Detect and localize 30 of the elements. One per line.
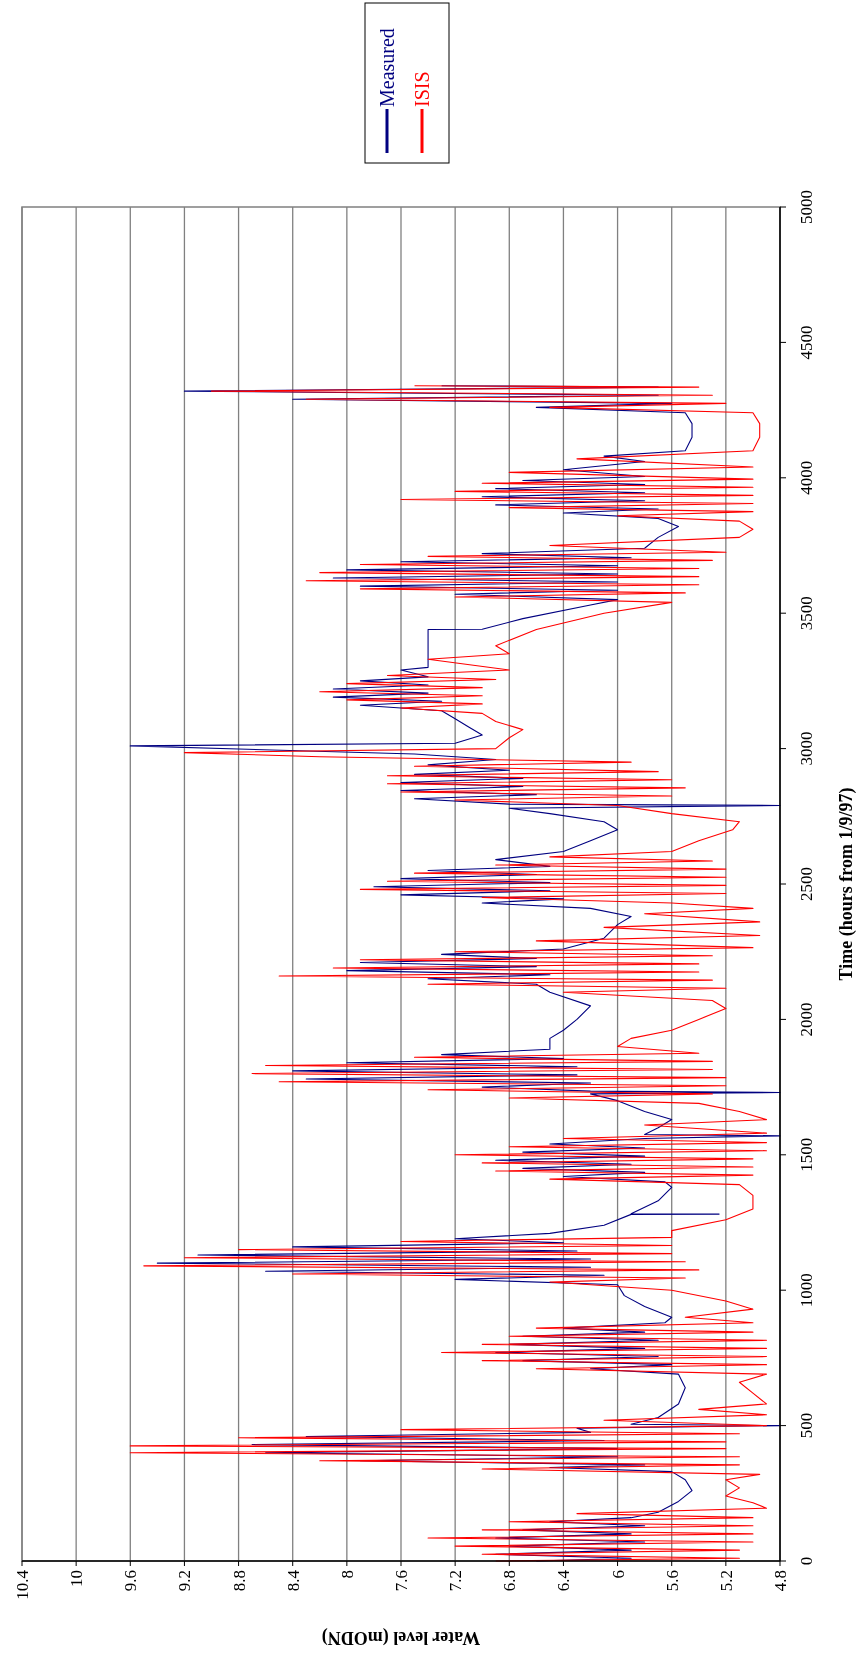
x-tick-label: 6 xyxy=(608,1570,628,1579)
x-tick-label: 6.8 xyxy=(500,1570,520,1592)
y-tick-label: 1500 xyxy=(796,1137,816,1172)
text: ISIS xyxy=(411,71,433,107)
y-tick-label: 3000 xyxy=(796,731,816,766)
x-tick-label: 9.2 xyxy=(175,1570,195,1592)
x-tick-label: 7.6 xyxy=(392,1570,411,1592)
x-tick-label: 8 xyxy=(337,1570,357,1579)
x-tick-label: 5.6 xyxy=(662,1570,682,1592)
x-tick-label: 10 xyxy=(67,1570,87,1587)
x-tick-label: 4.8 xyxy=(771,1570,790,1592)
y-tick-label: 3500 xyxy=(796,596,816,631)
y-tick-label: 4500 xyxy=(796,325,816,360)
x-axis-title: Water level (mODN) xyxy=(321,1626,481,1648)
x-tick-label: 10.4 xyxy=(13,1569,32,1600)
y-tick-label: 5000 xyxy=(796,190,816,224)
y-tick-label: 0 xyxy=(796,1556,816,1566)
y-tick-label: 2000 xyxy=(796,1002,816,1037)
x-tick-label: 6.4 xyxy=(554,1569,574,1592)
y-tick-label: 1000 xyxy=(796,1273,816,1308)
x-tick-label: 8.4 xyxy=(283,1569,303,1592)
y-tick-label: 2500 xyxy=(796,867,816,901)
text: Measured xyxy=(376,28,398,107)
x-tick-label: 9.6 xyxy=(121,1570,141,1592)
y-axis-title: Time (hours from 1/9/97) xyxy=(836,787,857,981)
x-tick-label: 8.8 xyxy=(229,1570,249,1592)
x-tick-label: 7.2 xyxy=(446,1570,466,1592)
x-tick-label: 5.2 xyxy=(716,1570,736,1592)
y-tick-label: 4000 xyxy=(796,460,816,495)
y-tick-label: 500 xyxy=(796,1412,816,1439)
